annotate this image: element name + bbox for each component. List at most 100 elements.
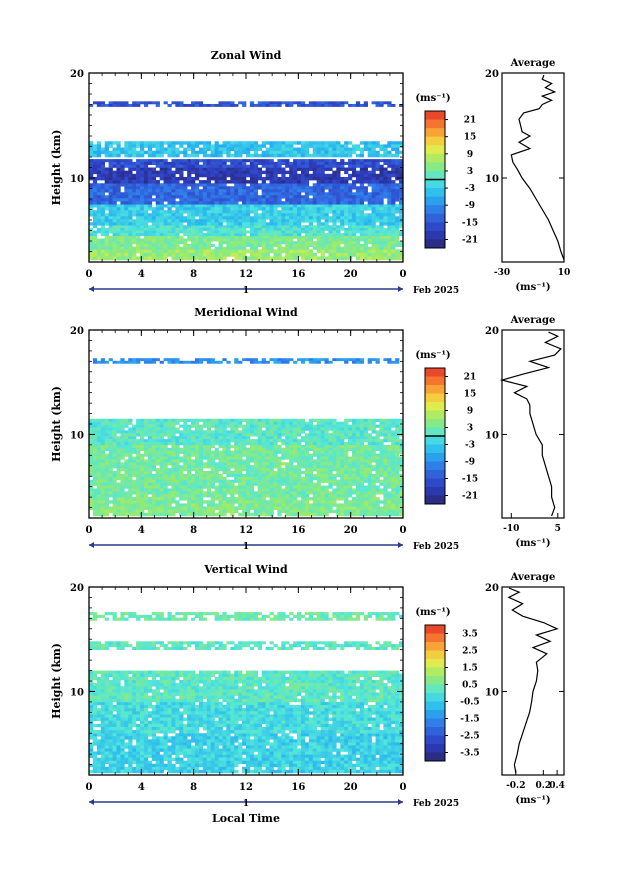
heatmap-cell [304,509,310,514]
heatmap-cell [92,230,98,234]
heatmap-cell [297,506,302,510]
heatmap-cell [304,204,310,208]
heatmap-cell [293,213,298,217]
heatmap-cell [234,189,239,193]
heatmap-cell [383,488,388,492]
heatmap-cell [367,256,372,261]
heatmap-cell [108,444,113,449]
heatmap-cell [285,227,290,231]
panel-title: Zonal Wind [211,49,282,62]
heatmap-cell [124,201,129,205]
heatmap-cell [218,506,223,510]
heatmap-cell [214,488,219,492]
heatmap-cell [136,447,141,451]
heatmap-cell [285,216,290,220]
heatmap-cell [89,233,94,237]
heatmap-cell [167,456,172,460]
heatmap-cell [183,201,188,205]
heatmap-cell [328,476,333,480]
heatmap-cell [289,227,294,231]
heatmap-cell [359,462,365,466]
heatmap-cell [167,462,172,466]
heatmap-cell [104,222,109,226]
heatmap-cell [151,485,157,489]
heatmap-cell [304,453,310,457]
heatmap-cell [359,453,365,457]
heatmap-cell [257,101,262,105]
heatmap-cell [198,189,204,193]
heatmap-cell [297,183,302,187]
heatmap-cell [359,476,365,480]
heatmap-cell [253,456,259,460]
heatmap-cell [367,241,372,245]
heatmap-cell [371,189,376,193]
heatmap-cell [222,462,227,466]
heatmap-cell [340,447,345,451]
heatmap-cell [249,195,255,199]
heatmap-cell [194,204,200,208]
heatmap-cell [324,503,329,507]
heatmap-cell [300,173,306,178]
heatmap-cell [183,159,188,163]
heatmap-cell [246,164,251,168]
heatmap-cell [96,468,102,472]
heatmap-cell [112,479,117,483]
heatmap-cell [261,164,266,168]
heatmap-cell [359,243,365,247]
heatmap-cell [363,462,368,466]
heatmap-cell [238,476,243,480]
heatmap-cell [112,176,117,181]
heatmap-cell [367,506,372,510]
heatmap-cell [340,494,345,498]
heatmap-cell [108,216,113,220]
heatmap-cell [108,238,113,242]
heatmap-cell [257,479,262,483]
heatmap-cell [226,192,231,196]
heatmap-cell [249,476,255,480]
heatmap-cell [332,509,337,514]
heatmap-cell [367,180,372,184]
heatmap-cell [230,189,235,193]
heatmap-cell [320,491,325,495]
heatmap-cell [124,241,129,245]
heatmap-cell [108,192,113,196]
heatmap-cell [202,241,208,245]
heatmap-cell [112,456,117,460]
heatmap-cell [312,494,317,498]
heatmap-cell [151,176,157,181]
heatmap-cell [124,192,129,196]
heatmap-cell [112,164,117,168]
heatmap-cell [269,183,274,187]
heatmap-cell [363,180,368,184]
heatmap-cell [96,164,102,168]
heatmap-cell [183,164,188,168]
heatmap-cell [308,473,314,478]
heatmap-cell [297,462,302,466]
heatmap-cell [367,153,372,158]
heatmap-cell [191,468,196,472]
heatmap-cell [297,176,302,181]
heatmap-cell [89,256,94,261]
heatmap-cell [179,192,184,196]
heatmap-cell [175,506,180,510]
heatmap-cell [359,482,365,486]
heatmap-cell [340,471,345,475]
heatmap-cell [198,453,204,457]
heatmap-cell [285,198,290,202]
heatmap-cell [89,497,94,501]
heatmap-cell [108,219,113,223]
heatmap-cell [198,225,204,229]
heatmap-cell [140,500,145,504]
heatmap-cell [222,159,227,163]
heatmap-cell [269,198,274,202]
heatmap-cell [92,195,98,199]
heatmap-cell [391,447,396,451]
heatmap-cell [218,201,223,205]
heatmap-cell [198,512,204,517]
heatmap-cell [198,509,204,514]
heatmap-cell [332,494,337,498]
heatmap-cell [159,476,164,480]
heatmap-cell [257,153,262,158]
heatmap-cell [198,246,204,250]
x-tick-label: 4 [138,269,145,280]
